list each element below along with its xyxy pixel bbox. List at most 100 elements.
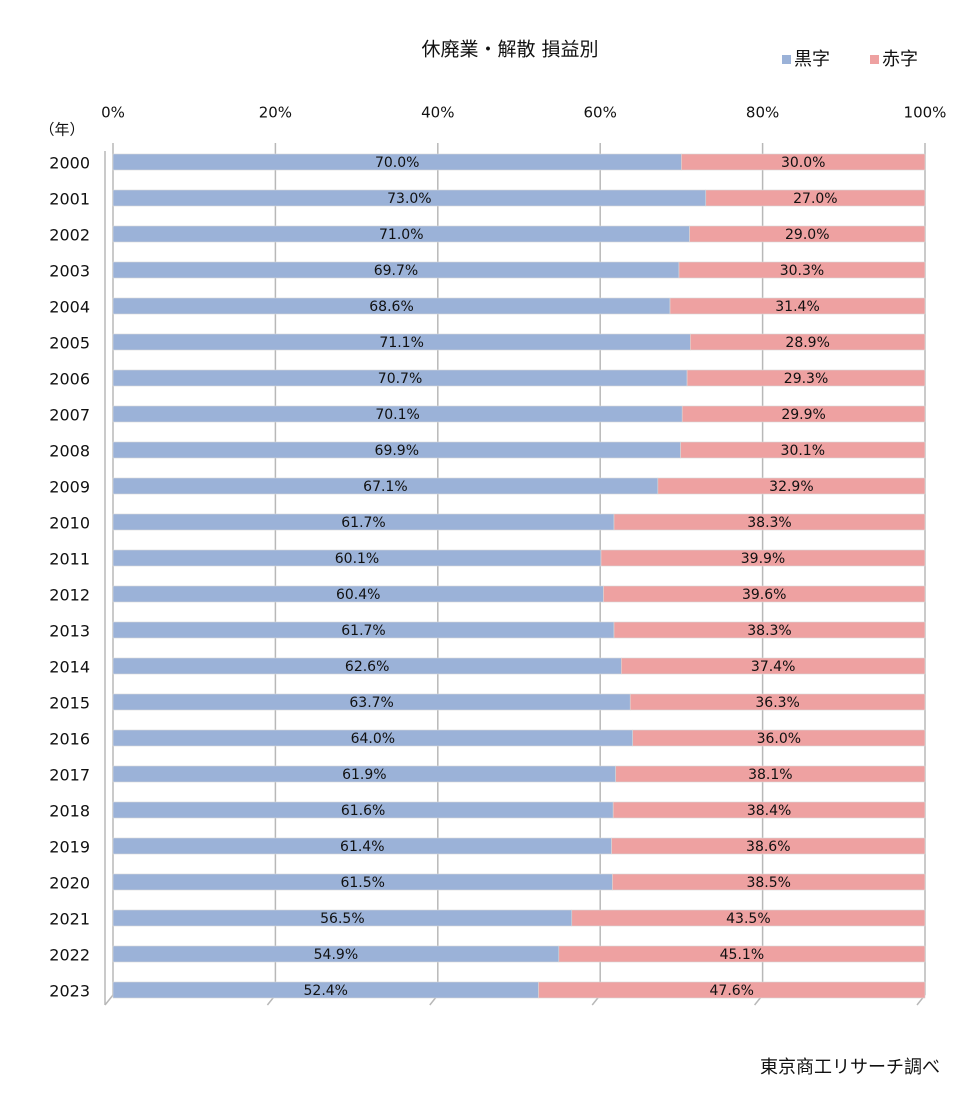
y-tick-label: 2020 bbox=[49, 874, 90, 893]
y-tick-label: 2012 bbox=[49, 586, 90, 605]
value-label: 32.9% bbox=[769, 479, 813, 495]
value-label: 71.1% bbox=[379, 335, 423, 351]
bar-segment bbox=[629, 693, 926, 711]
value-label: 36.3% bbox=[755, 695, 799, 711]
y-tick-label: 2004 bbox=[49, 298, 90, 317]
y-tick-label: 2002 bbox=[49, 226, 90, 245]
value-label: 36.0% bbox=[757, 731, 801, 747]
legend-label: 黒字 bbox=[794, 49, 830, 70]
value-label: 39.9% bbox=[741, 551, 785, 567]
legend-swatch bbox=[782, 55, 791, 64]
value-label: 70.1% bbox=[375, 407, 419, 423]
bar-segment bbox=[558, 945, 926, 963]
y-tick-label: 2018 bbox=[49, 802, 90, 821]
bar-segment bbox=[612, 801, 926, 819]
bar-segment bbox=[705, 189, 926, 207]
value-label: 31.4% bbox=[775, 299, 819, 315]
value-label: 61.5% bbox=[340, 875, 384, 891]
y-tick-label: 2017 bbox=[49, 766, 90, 785]
value-label: 56.5% bbox=[320, 911, 364, 927]
value-label: 52.4% bbox=[304, 983, 348, 999]
value-label: 47.6% bbox=[710, 983, 754, 999]
y-tick-label: 2001 bbox=[49, 190, 90, 209]
bar-segment bbox=[669, 297, 926, 315]
value-label: 28.9% bbox=[785, 335, 829, 351]
x-tick-label: 100% bbox=[904, 104, 947, 122]
legend-swatch bbox=[870, 55, 879, 64]
y-tick-label: 2011 bbox=[49, 550, 90, 569]
source-note: 東京商工リサーチ調べ bbox=[760, 1057, 940, 1078]
value-label: 67.1% bbox=[363, 479, 407, 495]
bar-segment bbox=[678, 261, 926, 279]
y-tick-label: 2022 bbox=[49, 946, 90, 965]
x-tick-label: 80% bbox=[746, 104, 779, 122]
bar-segment bbox=[600, 549, 926, 567]
y-tick-label: 2008 bbox=[49, 442, 90, 461]
value-label: 70.0% bbox=[375, 155, 419, 171]
value-label: 73.0% bbox=[387, 191, 431, 207]
value-label: 69.9% bbox=[375, 443, 419, 459]
legend-label: 赤字 bbox=[882, 49, 918, 70]
bar-segment bbox=[538, 981, 926, 999]
value-label: 61.6% bbox=[341, 803, 385, 819]
value-label: 29.0% bbox=[785, 227, 829, 243]
y-tick-label: 2016 bbox=[49, 730, 90, 749]
value-label: 70.7% bbox=[378, 371, 422, 387]
x-tick-label: 20% bbox=[259, 104, 292, 122]
x-tick-label: 60% bbox=[584, 104, 617, 122]
value-label: 54.9% bbox=[314, 947, 358, 963]
value-label: 30.1% bbox=[781, 443, 825, 459]
value-label: 71.0% bbox=[379, 227, 423, 243]
value-label: 39.6% bbox=[742, 587, 786, 603]
bar-segment bbox=[632, 729, 926, 747]
value-label: 64.0% bbox=[351, 731, 395, 747]
y-tick-label: 2013 bbox=[49, 622, 90, 641]
value-label: 68.6% bbox=[369, 299, 413, 315]
value-label: 37.4% bbox=[751, 659, 795, 675]
value-label: 61.4% bbox=[340, 839, 384, 855]
value-label: 61.9% bbox=[342, 767, 386, 783]
y-tick-label: 2019 bbox=[49, 838, 90, 857]
axis-label: （年） bbox=[39, 121, 84, 139]
bar-segment bbox=[680, 441, 926, 459]
value-label: 60.4% bbox=[336, 587, 380, 603]
value-label: 63.7% bbox=[349, 695, 393, 711]
y-tick-label: 2009 bbox=[49, 478, 90, 497]
value-label: 60.1% bbox=[335, 551, 379, 567]
y-tick-label: 2003 bbox=[49, 262, 90, 281]
bar-segment bbox=[681, 405, 926, 423]
bar-segment bbox=[611, 837, 926, 855]
y-tick-label: 2015 bbox=[49, 694, 90, 713]
value-label: 29.3% bbox=[784, 371, 828, 387]
value-label: 38.5% bbox=[746, 875, 790, 891]
value-label: 69.7% bbox=[374, 263, 418, 279]
x-tick-label: 40% bbox=[421, 104, 454, 122]
y-tick-label: 2007 bbox=[49, 406, 90, 425]
chart-title: 休廃業・解散 損益別 bbox=[421, 39, 598, 61]
y-tick-label: 2010 bbox=[49, 514, 90, 533]
x-tick-label: 0% bbox=[101, 104, 125, 122]
value-label: 38.3% bbox=[747, 623, 791, 639]
value-label: 45.1% bbox=[720, 947, 764, 963]
bar-segment bbox=[603, 585, 926, 603]
y-tick-label: 2014 bbox=[49, 658, 90, 677]
bar-segment bbox=[612, 873, 926, 891]
y-tick-label: 2023 bbox=[49, 982, 90, 1001]
y-tick-label: 2006 bbox=[49, 370, 90, 389]
bar-segment bbox=[621, 657, 926, 675]
value-label: 38.1% bbox=[748, 767, 792, 783]
bar-segment bbox=[657, 477, 926, 495]
value-label: 30.0% bbox=[781, 155, 825, 171]
value-label: 29.9% bbox=[781, 407, 825, 423]
y-tick-label: 2021 bbox=[49, 910, 90, 929]
bar-segment bbox=[681, 153, 926, 171]
bar-segment bbox=[571, 909, 926, 927]
value-label: 61.7% bbox=[341, 515, 385, 531]
value-label: 43.5% bbox=[726, 911, 770, 927]
bar-segment bbox=[690, 333, 926, 351]
bar-segment bbox=[686, 369, 926, 387]
y-tick-label: 2005 bbox=[49, 334, 90, 353]
grid-line bbox=[104, 994, 114, 1006]
value-label: 27.0% bbox=[793, 191, 837, 207]
